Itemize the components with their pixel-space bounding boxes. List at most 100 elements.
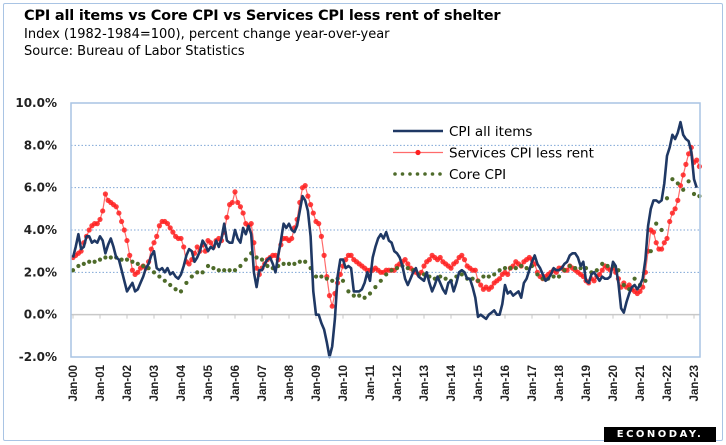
data-point	[305, 193, 311, 199]
x-tick-label: Jan-12	[392, 365, 404, 401]
data-point	[181, 244, 187, 250]
chart-subtitle: Index (1982-1984=100), percent change ye…	[24, 27, 390, 42]
x-tick-label: Jan-06	[230, 365, 242, 401]
legend-swatch-dot	[400, 172, 405, 176]
data-point	[102, 191, 108, 197]
data-point	[459, 252, 465, 258]
data-point	[318, 233, 324, 239]
data-point	[599, 267, 605, 273]
data-point	[402, 257, 408, 263]
data-point	[481, 274, 486, 279]
data-point	[675, 197, 681, 203]
data-point	[600, 261, 605, 266]
data-point	[680, 172, 686, 178]
data-point	[488, 284, 495, 290]
data-point	[421, 263, 427, 269]
data-point	[659, 246, 665, 252]
y-axis: -2.0% 0.0% 2.0% 4.0% 6.0% 8.0% 10.0%	[15, 96, 57, 364]
data-point	[340, 278, 346, 283]
data-point	[643, 278, 648, 283]
data-point	[297, 259, 302, 264]
data-point	[632, 276, 637, 281]
data-point	[691, 191, 697, 197]
data-point	[289, 235, 295, 242]
data-point	[664, 235, 670, 242]
legend-label: Services CPI less rent	[449, 146, 594, 162]
chart-source: Source: Bureau of Labor Statistics	[24, 44, 245, 59]
data-point	[472, 267, 478, 273]
x-tick-label: Jan-04	[176, 364, 188, 401]
data-point	[681, 187, 686, 192]
data-point	[135, 269, 141, 275]
data-point	[596, 271, 603, 278]
data-point	[637, 288, 643, 294]
x-tick-label: Jan-14	[446, 364, 458, 401]
data-point	[86, 227, 92, 233]
data-point	[286, 261, 292, 266]
data-point	[237, 204, 243, 210]
legend-item: CPI all items	[393, 124, 532, 140]
data-point	[200, 270, 205, 275]
data-point	[348, 252, 354, 258]
data-point	[329, 303, 335, 309]
data-point	[87, 259, 92, 264]
grid	[71, 144, 700, 316]
plot-area-border	[70, 102, 701, 358]
econoday-logo: ECONODAY.	[604, 427, 716, 442]
y-tick-label: 0.0%	[24, 308, 57, 322]
data-point	[97, 257, 103, 262]
y-tick-label: 8.0%	[24, 138, 57, 152]
y-tick-label: 4.0%	[24, 223, 57, 237]
data-point	[167, 225, 173, 231]
data-point	[205, 263, 211, 269]
legend-swatch-dot	[423, 172, 427, 176]
data-point	[243, 257, 248, 262]
data-point	[475, 278, 481, 283]
data-point	[141, 263, 146, 269]
data-point	[486, 274, 491, 279]
data-point	[313, 274, 319, 279]
data-point	[551, 274, 556, 279]
data-point	[121, 227, 127, 233]
x-tick-label: Jan-03	[149, 365, 161, 401]
legend: CPI all items Services CPI less rent Core …	[393, 124, 594, 183]
data-point	[505, 271, 511, 278]
data-point	[405, 266, 410, 271]
data-point	[154, 233, 160, 239]
data-point	[151, 270, 157, 275]
data-point	[130, 259, 135, 264]
data-point	[129, 267, 135, 273]
data-point	[157, 274, 162, 279]
data-point	[103, 255, 108, 260]
data-point	[70, 268, 76, 273]
data-point	[281, 261, 286, 266]
data-point	[497, 268, 502, 273]
title-block: CPI all items vs Core CPI vs Services CP…	[24, 7, 500, 60]
data-point	[394, 266, 400, 271]
data-point	[326, 293, 333, 299]
x-tick-label: Jan-20	[608, 365, 620, 401]
data-point	[124, 257, 130, 262]
data-point	[667, 218, 673, 225]
data-point	[194, 244, 200, 250]
data-point	[519, 263, 524, 269]
data-point	[321, 252, 327, 258]
legend-swatch-dot	[408, 172, 412, 176]
series-core-cpi	[70, 177, 702, 300]
legend-label: Core CPI	[449, 167, 506, 183]
data-point	[211, 266, 216, 271]
data-point	[650, 229, 657, 235]
x-tick-label: Jan-18	[554, 364, 566, 401]
legend-swatch-dot	[393, 172, 397, 176]
data-point	[254, 265, 260, 271]
x-tick-label: Jan-13	[419, 365, 431, 401]
legend-item: Services CPI less rent	[393, 146, 594, 162]
data-point	[478, 282, 484, 288]
data-point	[227, 268, 232, 273]
data-point	[694, 157, 700, 163]
data-point	[316, 221, 322, 227]
data-point	[669, 210, 676, 216]
data-point	[405, 261, 411, 267]
data-point	[81, 261, 86, 266]
data-point	[330, 278, 335, 283]
